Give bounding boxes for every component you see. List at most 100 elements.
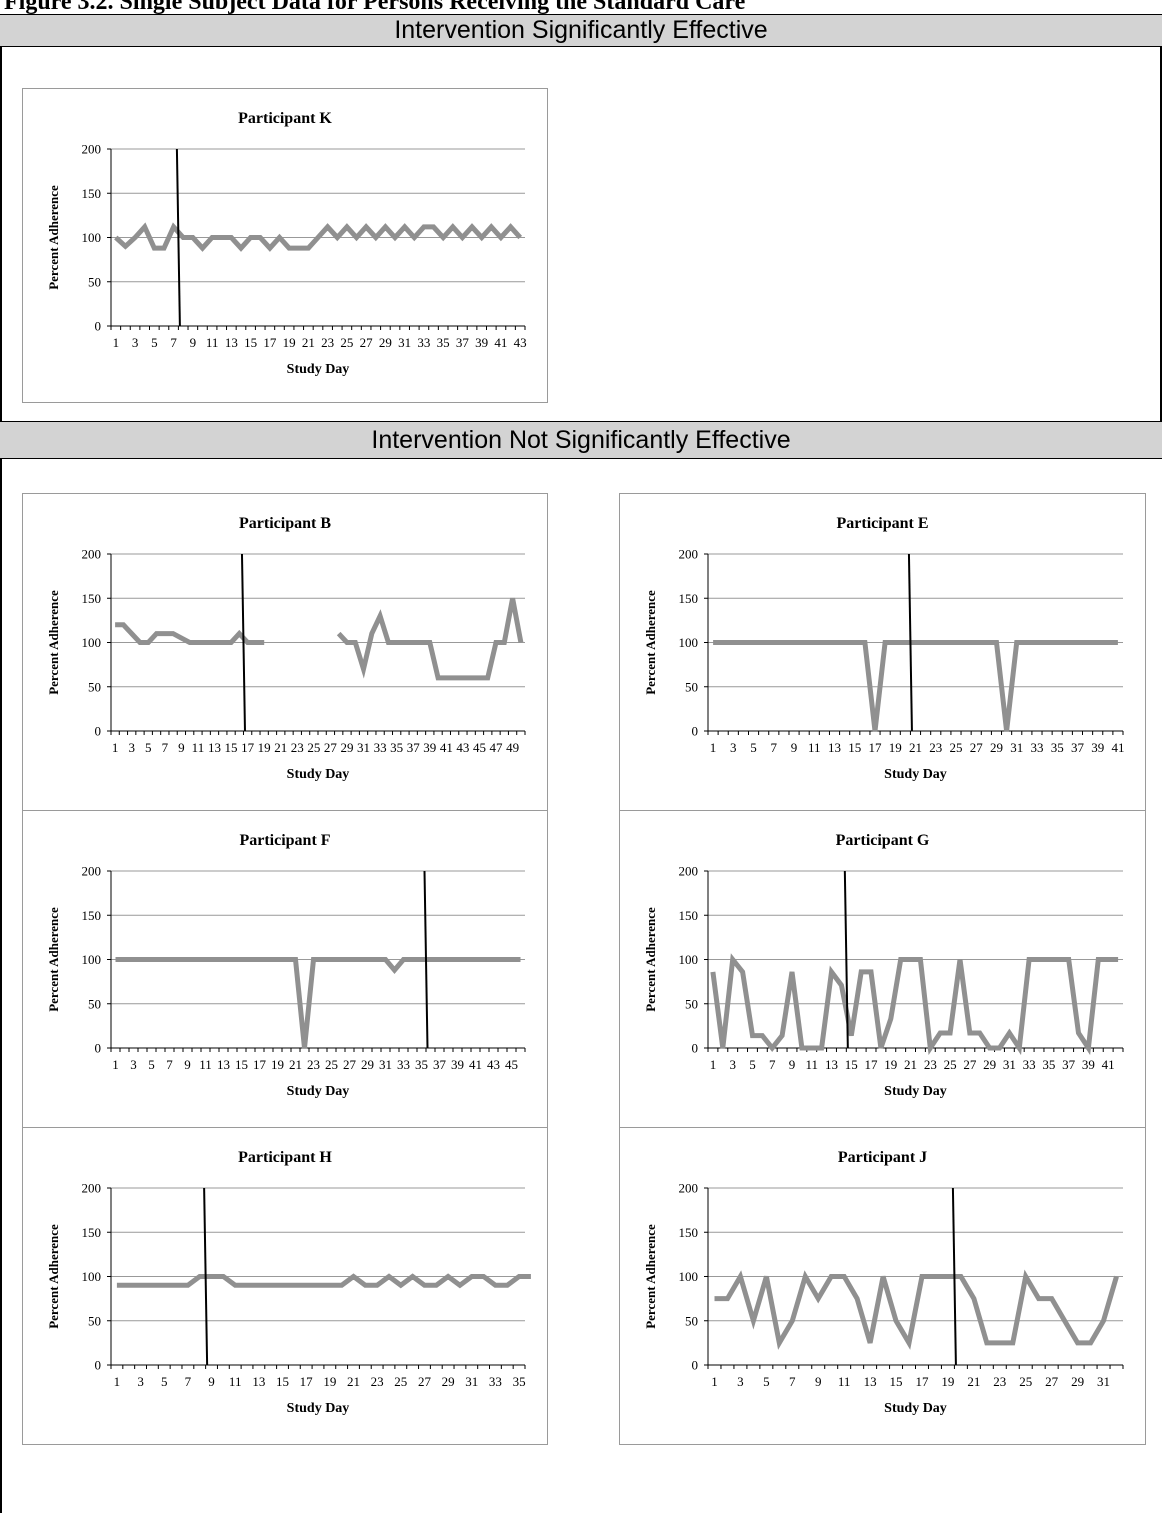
phase-change-line xyxy=(907,553,913,732)
y-tick-label: 0 xyxy=(692,1041,699,1056)
x-tick-label: 27 xyxy=(343,1057,357,1072)
x-tick-label: 9 xyxy=(791,740,798,755)
y-tick-label: 200 xyxy=(679,1181,699,1196)
x-tick-label: 3 xyxy=(137,1374,144,1389)
x-tick-label: 9 xyxy=(178,740,185,755)
x-tick-label: 17 xyxy=(300,1374,314,1389)
x-tick-label: 1 xyxy=(114,1374,121,1389)
x-tick-label: 35 xyxy=(1042,1057,1055,1072)
y-tick-label: 200 xyxy=(679,864,699,879)
x-tick-label: 25 xyxy=(394,1374,407,1389)
phase-change-line xyxy=(423,870,429,1049)
x-tick-label: 11 xyxy=(206,335,219,350)
series-line xyxy=(115,622,265,645)
y-axis-label: Percent Adherence xyxy=(46,590,61,695)
x-tick-label: 15 xyxy=(848,740,861,755)
x-tick-label: 31 xyxy=(1010,740,1023,755)
x-tick-label: 41 xyxy=(440,740,453,755)
y-tick-label: 150 xyxy=(679,1225,699,1240)
x-tick-label: 1 xyxy=(112,740,119,755)
x-tick-label: 17 xyxy=(241,740,255,755)
chart-participant-j: Participant J 0 50 100 150 200 1 3 5 7 9 11 13 15 17 19… xyxy=(619,1127,1146,1445)
x-tick-label: 29 xyxy=(442,1374,455,1389)
y-tick-label: 100 xyxy=(82,635,102,650)
x-tick-label: 19 xyxy=(941,1374,954,1389)
x-tick-label: 17 xyxy=(253,1057,267,1072)
x-tick-label: 41 xyxy=(1111,740,1124,755)
y-tick-label: 50 xyxy=(88,996,101,1011)
x-tick-label: 7 xyxy=(185,1374,192,1389)
x-tick-label: 35 xyxy=(437,335,450,350)
x-tick-label: 5 xyxy=(148,1057,155,1072)
y-tick-label: 150 xyxy=(82,186,102,201)
x-tick-label: 19 xyxy=(884,1057,897,1072)
y-tick-label: 50 xyxy=(685,996,698,1011)
y-tick-label: 0 xyxy=(95,1041,102,1056)
right-border-rule xyxy=(1160,14,1162,459)
x-tick-label: 29 xyxy=(983,1057,996,1072)
series-line xyxy=(116,1273,531,1289)
left-border-rule xyxy=(0,14,2,1513)
y-tick-label: 100 xyxy=(82,952,102,967)
x-tick-label: 9 xyxy=(789,1057,796,1072)
x-tick-label: 39 xyxy=(451,1057,464,1072)
x-tick-label: 7 xyxy=(162,740,169,755)
y-tick-label: 0 xyxy=(95,319,102,334)
chart-participant-f: Participant F 0 50 100 150 200 1 3 5 7 9 11 13 15 17 19… xyxy=(22,810,548,1128)
x-tick-label: 23 xyxy=(291,740,304,755)
x-tick-label: 3 xyxy=(729,1057,736,1072)
y-tick-label: 100 xyxy=(679,635,699,650)
y-axis-label: Percent Adherence xyxy=(643,1224,658,1329)
x-tick-label: 1 xyxy=(710,1057,717,1072)
y-tick-label: 150 xyxy=(679,591,699,606)
y-tick-label: 200 xyxy=(82,142,102,157)
x-tick-label: 27 xyxy=(418,1374,432,1389)
x-tick-label: 25 xyxy=(949,740,962,755)
y-tick-label: 50 xyxy=(685,679,698,694)
x-tick-label: 11 xyxy=(805,1057,818,1072)
x-tick-label: 23 xyxy=(993,1374,1006,1389)
x-tick-label: 35 xyxy=(513,1374,526,1389)
x-tick-label: 15 xyxy=(276,1374,289,1389)
x-tick-label: 9 xyxy=(190,335,197,350)
section-header-not-significant: Intervention Not Significantly Effective xyxy=(0,421,1162,459)
x-tick-label: 33 xyxy=(1023,1057,1036,1072)
phase-change-line xyxy=(240,553,246,732)
x-tick-label: 19 xyxy=(889,740,902,755)
x-tick-label: 33 xyxy=(397,1057,410,1072)
x-axis-label: Study Day xyxy=(884,1401,947,1416)
x-tick-label: 5 xyxy=(145,740,152,755)
x-tick-label: 13 xyxy=(252,1374,265,1389)
chart-participant-g: Participant G 0 50 100 150 200 1 3 5 7 9 11 13 15 17 19… xyxy=(619,810,1146,1128)
x-tick-label: 19 xyxy=(258,740,271,755)
x-tick-label: 11 xyxy=(192,740,205,755)
x-tick-label: 7 xyxy=(769,1057,776,1072)
series-line xyxy=(713,640,1118,732)
y-axis-label: Percent Adherence xyxy=(46,907,61,1012)
chart-participant-e: Participant E 0 50 100 150 200 1 3 5 7 9 11 13 15 17 19… xyxy=(619,493,1146,811)
x-tick-label: 29 xyxy=(361,1057,374,1072)
x-tick-label: 27 xyxy=(324,740,338,755)
x-tick-label: 29 xyxy=(990,740,1003,755)
x-tick-label: 45 xyxy=(505,1057,518,1072)
x-tick-label: 19 xyxy=(283,335,296,350)
x-tick-label: 23 xyxy=(321,335,334,350)
x-tick-label: 13 xyxy=(217,1057,230,1072)
phase-change-line xyxy=(203,1187,209,1366)
x-tick-label: 33 xyxy=(417,335,430,350)
x-tick-label: 23 xyxy=(371,1374,384,1389)
x-tick-label: 29 xyxy=(340,740,353,755)
x-tick-label: 27 xyxy=(970,740,984,755)
x-tick-label: 17 xyxy=(869,740,883,755)
x-tick-label: 43 xyxy=(456,740,469,755)
x-axis-label: Study Day xyxy=(884,767,947,782)
x-tick-label: 23 xyxy=(307,1057,320,1072)
y-tick-label: 150 xyxy=(679,908,699,923)
x-tick-label: 9 xyxy=(208,1374,215,1389)
y-axis-label: Percent Adherence xyxy=(643,590,658,695)
x-tick-label: 21 xyxy=(904,1057,917,1072)
chart-title: Participant F xyxy=(239,832,330,849)
